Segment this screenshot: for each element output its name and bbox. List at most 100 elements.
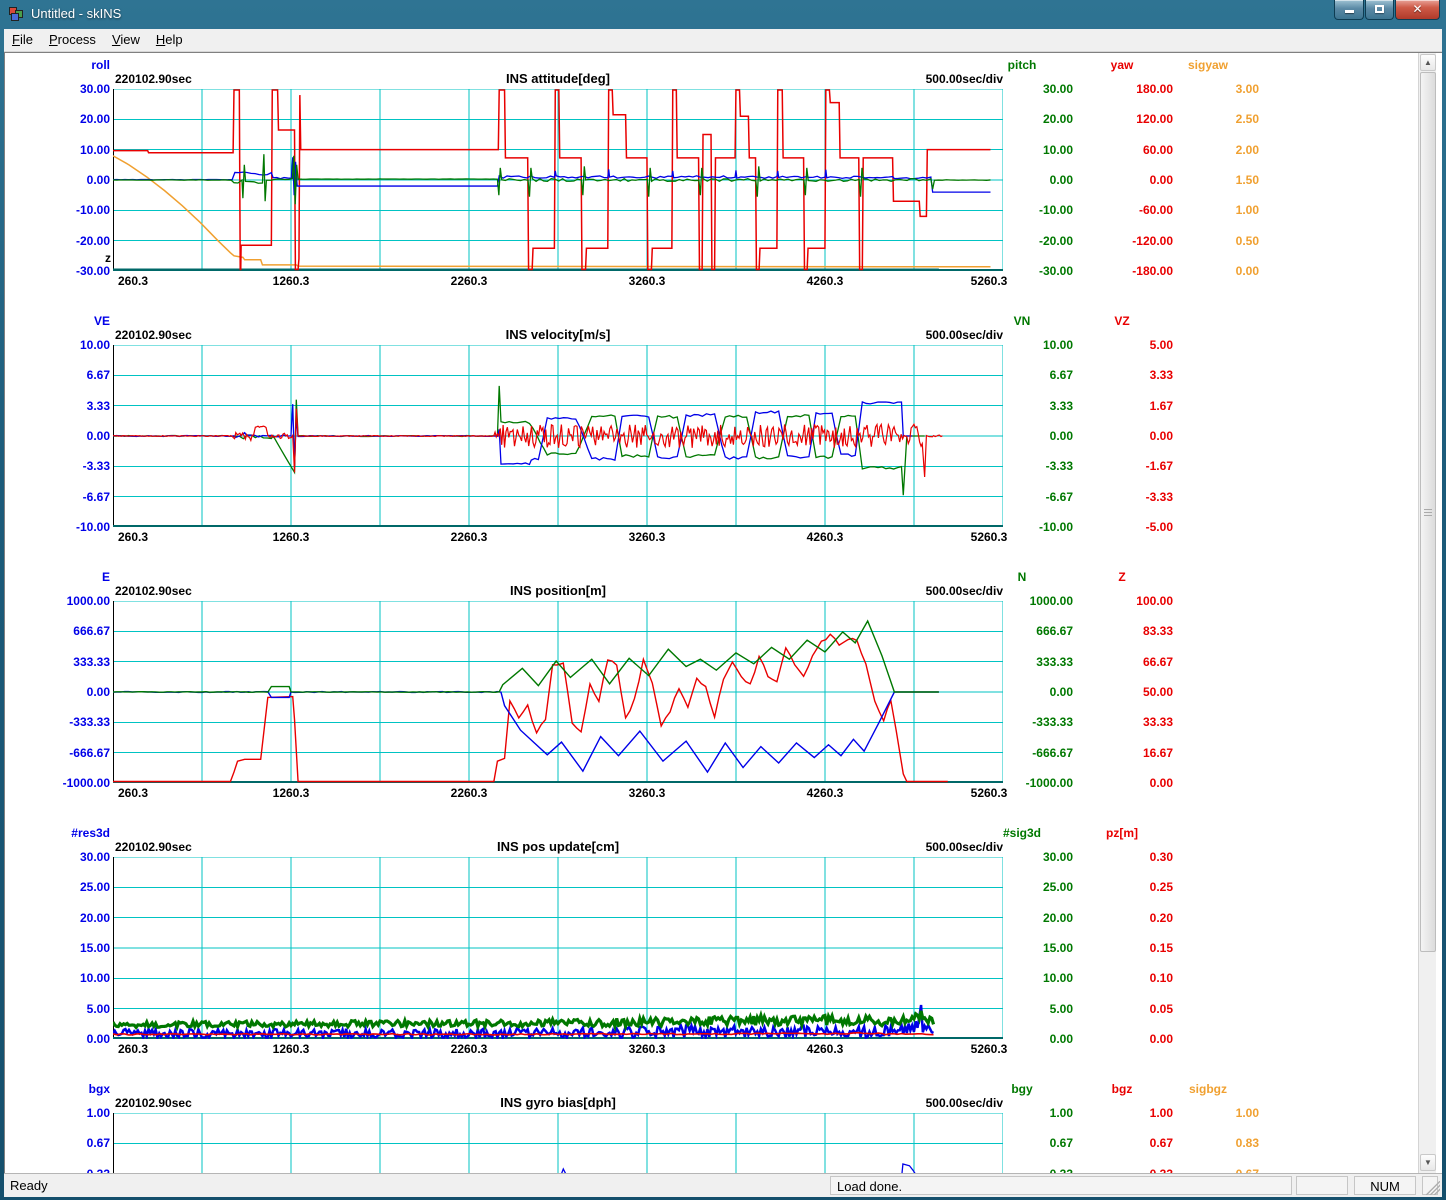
chart-0-x-label: 1260.3 <box>246 274 336 288</box>
chart-0-x-label: 2260.3 <box>424 274 514 288</box>
close-button[interactable]: ✕ <box>1395 0 1440 20</box>
chart-0-col-yaw-value: 60.00 <box>1083 143 1173 157</box>
client-area: roll220102.90secINS attitude[deg]500.00s… <box>4 52 1442 1173</box>
maximize-icon <box>1375 5 1384 13</box>
chart-1-plot <box>113 345 1003 527</box>
chart-2-col-Z-value: 33.33 <box>1083 715 1173 729</box>
chart-0-col-yaw-value: -120.00 <box>1083 234 1173 248</box>
chart-2-col-Z-value: 0.00 <box>1083 776 1173 790</box>
chart-3-y-label: 25.00 <box>5 880 110 894</box>
chart-0-col-sigyaw-value: 1.00 <box>1169 203 1259 217</box>
chart-3-series-#sig3d <box>113 1011 934 1028</box>
chart-4-series-bgx <box>560 1164 920 1173</box>
chart-2-y-label: 1000.00 <box>5 594 110 608</box>
chart-2-y-label: -333.33 <box>5 715 110 729</box>
scrollbar-grip-icon <box>1424 509 1432 517</box>
chart-0-y-label: -10.00 <box>5 203 110 217</box>
chart-3-x-label: 4260.3 <box>780 1042 870 1056</box>
chart-1-col-VZ-value: 5.00 <box>1083 338 1173 352</box>
chart-4-col-sigbgz-value: 1.00 <box>1169 1106 1259 1120</box>
chart-1-y-label: -3.33 <box>5 459 110 473</box>
chart-2-x-label: 4260.3 <box>780 786 870 800</box>
menu-item-help[interactable]: Help <box>148 29 191 52</box>
title-bar[interactable]: Untitled - skINS ✕ <box>0 0 1446 29</box>
chart-3-y-label: 10.00 <box>5 971 110 985</box>
chart-1-col-VZ-value: -1.67 <box>1083 459 1173 473</box>
chart-0-plot <box>113 89 1003 271</box>
chart-2-y-label: -666.67 <box>5 746 110 760</box>
maximize-button[interactable] <box>1365 0 1394 20</box>
scroll-up-button[interactable]: ▲ <box>1420 54 1436 71</box>
chart-4-primary-axis-label: bgx <box>5 1082 110 1096</box>
chart-2-x-label: 2260.3 <box>424 786 514 800</box>
chart-3-col-pz[m]-value: 0.30 <box>1083 850 1173 864</box>
chart-4-col-bgz-header: bgz <box>1077 1082 1167 1096</box>
chart-2-y-label: 666.67 <box>5 624 110 638</box>
chart-1-y-label: 0.00 <box>5 429 110 443</box>
chart-4-plot <box>113 1113 1003 1173</box>
chart-0-col-sigyaw-value: 3.00 <box>1169 82 1259 96</box>
chart-0-col-yaw-header: yaw <box>1077 58 1167 72</box>
minimize-button[interactable] <box>1334 0 1364 20</box>
chart-2-col-N-header: N <box>977 570 1067 584</box>
chart-4-col-bgz-value: 1.00 <box>1083 1106 1173 1120</box>
chart-4-y-label: 1.00 <box>5 1106 110 1120</box>
status-num-pane: NUM <box>1354 1176 1416 1195</box>
chart-3-col-pz[m]-value: 0.20 <box>1083 911 1173 925</box>
resize-grip[interactable] <box>1426 1181 1440 1195</box>
menu-item-view[interactable]: View <box>104 29 148 52</box>
menu-item-process[interactable]: Process <box>41 29 104 52</box>
chart-1-col-VN-header: VN <box>977 314 1067 328</box>
status-empty-pane <box>1296 1176 1348 1195</box>
scroll-down-button[interactable]: ▼ <box>1420 1154 1436 1171</box>
chart-1-x-label: 1260.3 <box>246 530 336 544</box>
chart-0-y-label: -20.00 <box>5 234 110 248</box>
chart-3-col-#sig3d-header: #sig3d <box>977 826 1067 840</box>
chart-3-y-label: 15.00 <box>5 941 110 955</box>
app-window: Untitled - skINS ✕ FileProcessViewHelp r… <box>0 0 1446 1200</box>
status-ready-text: Ready <box>10 1178 48 1193</box>
chart-1-series-VN <box>113 386 925 495</box>
status-bar: Ready Load done. NUM <box>4 1173 1442 1197</box>
chart-0-col-yaw-value: 180.00 <box>1083 82 1173 96</box>
chart-2-col-Z-value: 100.00 <box>1083 594 1173 608</box>
chart-1-y-label: 10.00 <box>5 338 110 352</box>
chart-3-x-label: 3260.3 <box>602 1042 692 1056</box>
chart-2-col-Z-value: 16.67 <box>1083 746 1173 760</box>
chart-0-primary-axis-label: roll <box>5 58 110 72</box>
chart-3-secdiv-label: 500.00sec/div <box>113 840 1003 854</box>
chart-0-col-sigyaw-value: 0.50 <box>1169 234 1259 248</box>
chart-0-col-yaw-value: -180.00 <box>1083 264 1173 278</box>
chart-4-col-sigbgz-header: sigbgz <box>1163 1082 1253 1096</box>
chart-3-plot <box>113 857 1003 1039</box>
menu-item-file[interactable]: File <box>4 29 41 52</box>
chart-1-col-VZ-value: -5.00 <box>1083 520 1173 534</box>
minimize-icon <box>1345 10 1354 13</box>
vertical-scrollbar[interactable]: ▲ ▼ <box>1418 53 1436 1173</box>
scrollbar-thumb[interactable] <box>1420 72 1436 952</box>
chart-3-col-pz[m]-value: 0.15 <box>1083 941 1173 955</box>
chart-2-primary-axis-label: E <box>5 570 110 584</box>
chart-0-x-label: 3260.3 <box>602 274 692 288</box>
chart-0-col-sigyaw-header: sigyaw <box>1163 58 1253 72</box>
chart-1-secdiv-label: 500.00sec/div <box>113 328 1003 342</box>
chart-3-x-label: 1260.3 <box>246 1042 336 1056</box>
chart-0-col-sigyaw-value: 0.00 <box>1169 264 1259 278</box>
chart-0-col-sigyaw-value: 2.00 <box>1169 143 1259 157</box>
chart-3-col-pz[m]-value: 0.00 <box>1083 1032 1173 1046</box>
chart-2-y-label: 0.00 <box>5 685 110 699</box>
chart-0-col-sigyaw-value: 1.50 <box>1169 173 1259 187</box>
chart-4-y-label: 0.67 <box>5 1136 110 1150</box>
chart-1-x-label: 260.3 <box>88 530 178 544</box>
window-title: Untitled - skINS <box>31 6 121 21</box>
chart-1-x-label: 3260.3 <box>602 530 692 544</box>
chart-0-corner-label: z <box>5 251 111 265</box>
chart-1-primary-axis-label: VE <box>5 314 110 328</box>
chart-2-col-Z-value: 66.67 <box>1083 655 1173 669</box>
chart-3-col-pz[m]-value: 0.25 <box>1083 880 1173 894</box>
close-icon: ✕ <box>1412 2 1422 16</box>
chart-0-col-sigyaw-value: 2.50 <box>1169 112 1259 126</box>
chart-1-x-label: 4260.3 <box>780 530 870 544</box>
chart-4-col-bgz-value: 0.67 <box>1083 1136 1173 1150</box>
chart-3-y-label: 20.00 <box>5 911 110 925</box>
